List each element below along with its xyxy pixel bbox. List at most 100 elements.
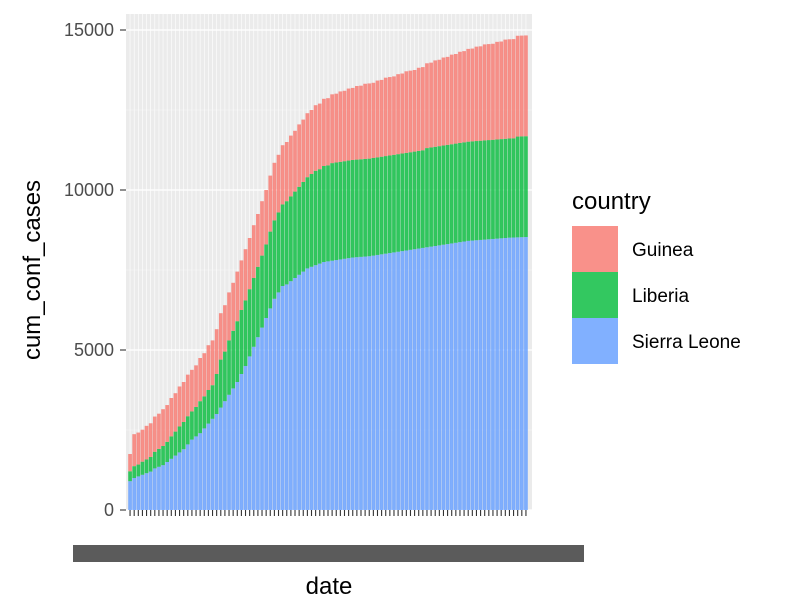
bar-segment-sierra-leone xyxy=(416,248,421,510)
bar-segment-liberia xyxy=(445,144,450,245)
bar-segment-guinea xyxy=(284,142,289,202)
bar-segment-guinea xyxy=(289,135,293,197)
bar-segment-liberia xyxy=(251,278,256,347)
legend-label: Sierra Leone xyxy=(632,332,741,353)
bar-segment-liberia xyxy=(326,165,330,262)
bar-segment-sierra-leone xyxy=(247,356,252,510)
bar-segment-sierra-leone xyxy=(515,237,520,511)
bar-segment-guinea xyxy=(218,313,223,360)
bar-segment-sierra-leone xyxy=(412,249,417,510)
bar-segment-liberia xyxy=(404,152,409,251)
bar-segment-sierra-leone xyxy=(400,251,405,510)
bar-segment-sierra-leone xyxy=(235,382,240,510)
bar-segment-liberia xyxy=(140,461,145,475)
bar-segment-liberia xyxy=(392,154,396,253)
bar-segment-guinea xyxy=(355,86,359,160)
bar-segment-guinea xyxy=(478,46,483,141)
bar-segment-sierra-leone xyxy=(388,253,392,511)
bar-segment-sierra-leone xyxy=(256,337,260,510)
bar-segment-sierra-leone xyxy=(420,247,425,511)
bar-segment-liberia xyxy=(322,166,326,262)
bar-segment-guinea xyxy=(185,374,190,417)
bar-segment-sierra-leone xyxy=(495,238,499,510)
bar-segment-liberia xyxy=(350,159,355,258)
bar-segment-liberia xyxy=(309,174,314,267)
bar-segment-liberia xyxy=(437,146,442,246)
bar-segment-guinea xyxy=(301,119,306,182)
bar-segment-liberia xyxy=(132,466,137,478)
bar-segment-liberia xyxy=(486,140,491,240)
bar-segment-liberia xyxy=(256,266,260,338)
bar-segment-sierra-leone xyxy=(251,346,256,510)
bar-segment-guinea xyxy=(293,130,297,192)
bar-segment-liberia xyxy=(231,330,236,389)
bar-segment-guinea xyxy=(280,145,285,205)
bar-segment-liberia xyxy=(462,142,466,242)
bar-segment-guinea xyxy=(251,225,256,278)
legend-title: country xyxy=(572,188,651,215)
bar-segment-guinea xyxy=(206,345,211,390)
bar-segment-liberia xyxy=(429,147,433,247)
bar-segment-sierra-leone xyxy=(144,473,149,510)
bar-segment-sierra-leone xyxy=(486,239,491,510)
bar-segment-liberia xyxy=(342,161,347,259)
bar-segment-guinea xyxy=(474,46,479,142)
bar-segment-guinea xyxy=(326,98,330,166)
bar-segment-liberia xyxy=(375,157,380,255)
bar-segment-guinea xyxy=(416,67,421,151)
bar-segment-sierra-leone xyxy=(152,468,157,510)
bar-segment-liberia xyxy=(214,374,219,414)
bar-segment-liberia xyxy=(157,448,161,467)
bar-segment-liberia xyxy=(235,321,240,382)
bar-segment-guinea xyxy=(231,282,236,331)
bar-segment-sierra-leone xyxy=(474,240,479,511)
bar-segment-liberia xyxy=(524,136,528,238)
bar-segment-guinea xyxy=(429,62,433,148)
bar-segment-guinea xyxy=(342,90,347,162)
bar-segment-liberia xyxy=(194,406,198,437)
bar-segment-liberia xyxy=(400,153,405,252)
bar-segment-guinea xyxy=(491,43,495,140)
bar-segment-sierra-leone xyxy=(519,237,524,510)
bar-segment-guinea xyxy=(371,82,376,158)
bar-segment-guinea xyxy=(223,305,227,352)
bar-segment-sierra-leone xyxy=(243,366,248,510)
bar-segment-sierra-leone xyxy=(334,260,339,510)
bar-segment-sierra-leone xyxy=(359,256,363,510)
bar-segment-liberia xyxy=(425,148,429,248)
bar-segment-sierra-leone xyxy=(276,292,281,510)
bar-segment-guinea xyxy=(214,329,219,374)
bar-segment-sierra-leone xyxy=(206,423,211,510)
bar-segment-liberia xyxy=(202,396,207,429)
bar-segment-guinea xyxy=(317,103,322,170)
bar-segment-guinea xyxy=(437,59,442,147)
bar-segment-liberia xyxy=(495,139,499,239)
bar-segment-liberia xyxy=(239,310,244,374)
bar-segment-sierra-leone xyxy=(429,246,433,510)
bar-segment-sierra-leone xyxy=(367,256,372,510)
bar-segment-guinea xyxy=(433,60,438,147)
bar-segment-guinea xyxy=(272,162,277,221)
bar-segment-guinea xyxy=(404,71,409,153)
bar-segment-guinea xyxy=(425,63,429,149)
bar-segment-guinea xyxy=(140,429,145,462)
bar-segment-liberia xyxy=(396,154,400,252)
bar-segment-sierra-leone xyxy=(441,244,446,510)
bar-segment-sierra-leone xyxy=(136,476,141,510)
bar-segment-guinea xyxy=(412,70,417,152)
bar-segment-sierra-leone xyxy=(214,414,219,510)
bar-segment-guinea xyxy=(152,416,157,452)
legend-label: Guinea xyxy=(632,240,694,261)
x-tick-labels-overlapped xyxy=(73,545,584,562)
bar-segment-sierra-leone xyxy=(185,444,190,510)
bar-segment-sierra-leone xyxy=(437,245,442,511)
bar-segment-sierra-leone xyxy=(198,433,203,510)
bar-segment-guinea xyxy=(148,423,153,457)
bar-segment-sierra-leone xyxy=(260,327,264,510)
bar-segment-liberia xyxy=(293,191,297,278)
bar-segment-liberia xyxy=(227,340,231,395)
bar-segment-liberia xyxy=(458,142,462,243)
bar-segment-sierra-leone xyxy=(305,268,310,510)
bar-segment-sierra-leone xyxy=(342,258,347,510)
